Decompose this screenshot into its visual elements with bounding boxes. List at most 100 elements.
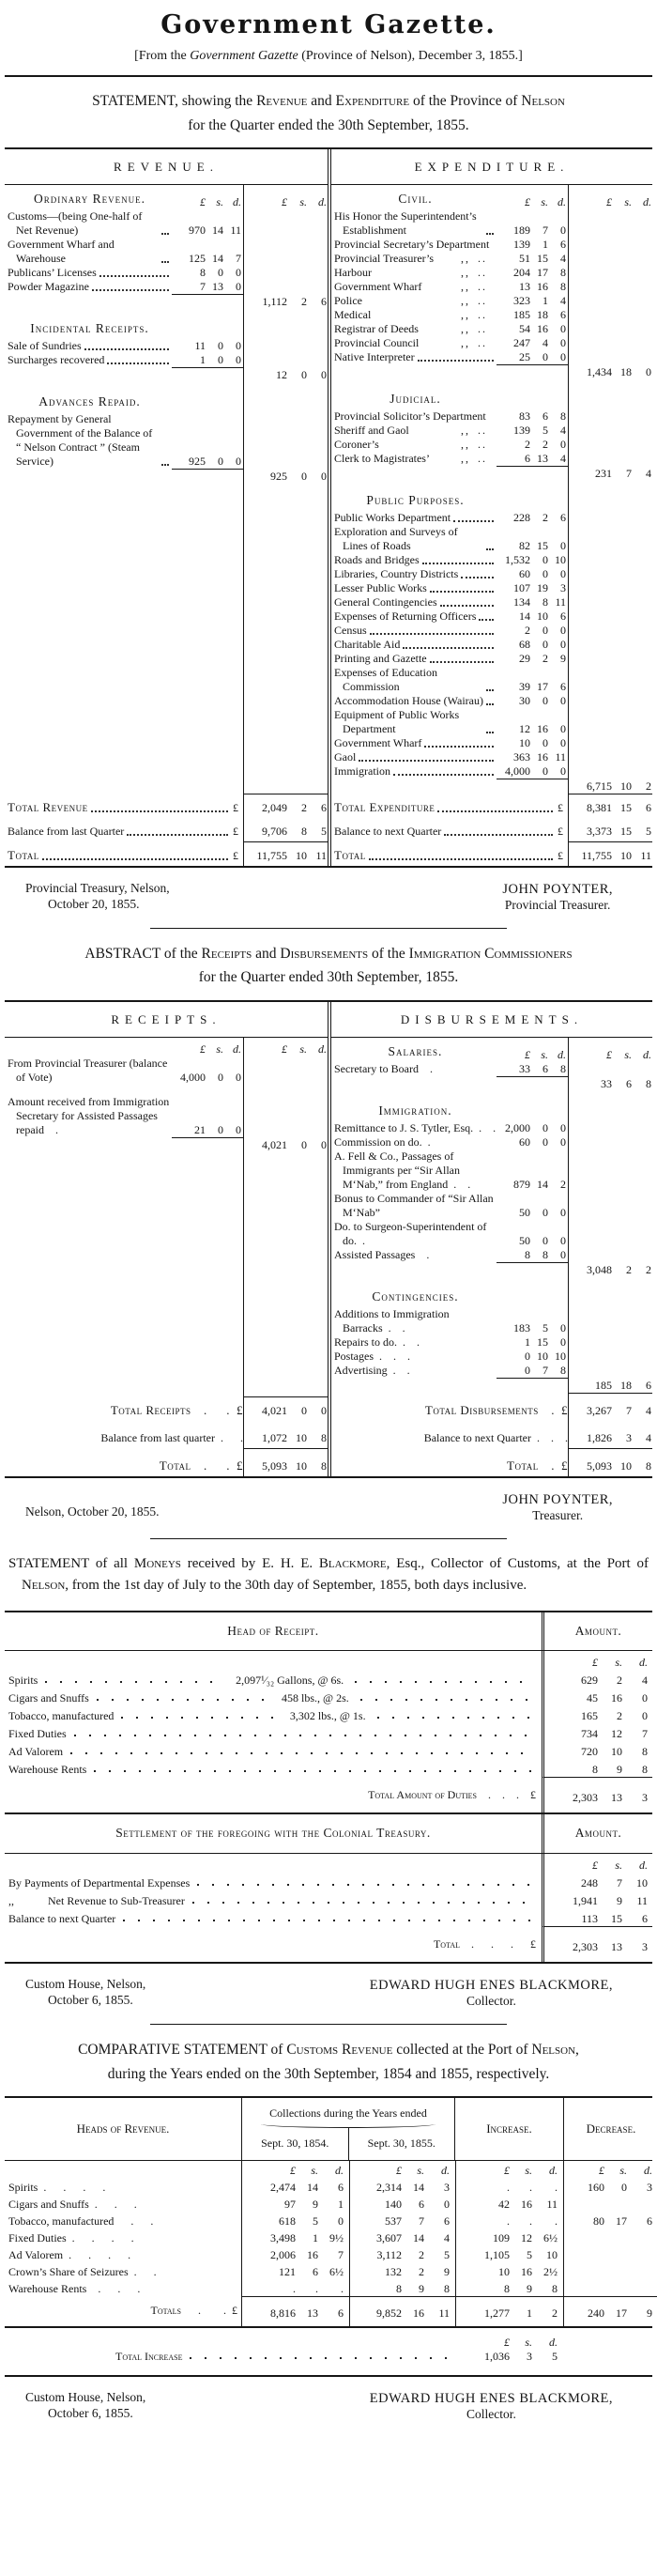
row-label: Surcharges recovered: [8, 352, 105, 366]
amount-outer: [243, 1151, 328, 1396]
pence: [629, 2268, 654, 2279]
shillings: 7: [617, 1876, 622, 1890]
row-label-cell: Equipment of Public Works Department: [331, 708, 497, 736]
row-label-cell: Sheriff and Gaol ,, ..: [331, 424, 497, 438]
row-label: Sale of Sundries: [8, 338, 82, 352]
ledger-row: Total . £ 5,093 10 8: [331, 1447, 652, 1476]
pence: 7: [236, 251, 241, 265]
pence: 8: [321, 1430, 327, 1444]
pounds: [244, 401, 289, 412]
shillings: s.: [541, 194, 548, 208]
shillings: 0: [218, 1070, 223, 1084]
pounds: [569, 655, 614, 666]
pounds: [569, 1138, 614, 1149]
row-label-cell: Contingencies.: [331, 1277, 497, 1307]
pence: 0: [560, 721, 566, 735]
ledger-row: 4,021 0 0: [5, 1136, 328, 1152]
money-units-row: £ s. d.: [5, 1854, 652, 1874]
shillings: 16: [521, 2197, 532, 2211]
row-label: Remittance to J. S. Tytler, Esq. . .: [334, 1120, 497, 1134]
shillings: [614, 655, 634, 666]
ledger-row: 3,048 2 2: [331, 1261, 652, 1277]
amount-decrease: 160 0 3: [563, 2177, 657, 2195]
amount-inner: 183 5 0: [497, 1307, 568, 1335]
row-label: Postages . . .: [334, 1349, 410, 1363]
signature-block: Nelson, October 20, 1855. JOHN POYNTER, …: [25, 1491, 639, 1524]
pence: 0: [560, 693, 566, 707]
pounds: 5,093: [587, 1459, 612, 1473]
dotted-leader: [403, 646, 494, 649]
amount-inner: £ s. d.: [497, 1038, 568, 1062]
amount-inner: [172, 293, 243, 309]
pounds: 1: [200, 352, 206, 366]
pounds: [244, 1126, 289, 1137]
shillings: [614, 1366, 634, 1378]
title-smallcaps: Revenue: [256, 93, 308, 110]
shillings: 2: [617, 1709, 622, 1723]
revenue-head-row: Warehouse Rents . . . ... 8 9 8 8 9 8: [5, 2278, 652, 2296]
row-label: Additions to Immigration Barracks . .: [334, 1306, 450, 1334]
amount-inner: 33 6 8: [497, 1062, 568, 1076]
row-label: Public Purposes.: [366, 492, 465, 507]
amount-1855: 2,314 14 3: [349, 2177, 455, 2195]
shillings: 5: [542, 423, 548, 437]
ledger-row: Commission on do. . 60 0 0: [331, 1134, 652, 1149]
revenue-head-row: Ad Valorem . . . . 2,006 16 7 3,112 2 5 1,10…: [5, 2244, 652, 2262]
ledger-row: Balance from last quarter . . 1,072 10 8: [5, 1420, 328, 1448]
pounds: 4,000: [180, 1070, 206, 1084]
ledger-row: Expenses of Education Commission 39 17 6: [331, 665, 652, 694]
ledger-row: Roads and Bridges 1,532 0 10: [331, 552, 652, 567]
pounds: [244, 283, 289, 294]
shillings: [207, 782, 225, 794]
row-label: Equipment of Public Works Department: [334, 707, 460, 735]
shillings: [614, 353, 634, 364]
amount-inner: 139 5 4: [497, 424, 568, 438]
amount-outer: [568, 665, 652, 694]
section-divider: [150, 928, 507, 930]
shillings: [289, 255, 309, 266]
amount-outer: [568, 1349, 652, 1364]
row-label: Repairs to do. . .: [334, 1334, 420, 1349]
pence: 0: [560, 1134, 566, 1149]
settlement-header: Settlement of the foregoing with the Col…: [5, 1812, 652, 1855]
pounds: 39: [519, 679, 530, 693]
pounds: 107: [513, 580, 530, 594]
dotted-leader: [127, 833, 228, 836]
row-label-cell: [331, 1378, 497, 1393]
amount-outer: £ s. d.: [243, 1037, 328, 1057]
pence: 2: [646, 1262, 651, 1276]
pence: [634, 570, 653, 581]
row-label-cell: [5, 367, 172, 382]
pounds: £: [200, 1041, 206, 1056]
pence: [225, 401, 243, 412]
pounds: 8: [525, 1247, 530, 1261]
amount-outer: [243, 279, 328, 294]
pounds: 1,532: [505, 552, 530, 566]
pounds: 4,021: [262, 1137, 287, 1151]
source-line: [From the Government Gazette (Province o…: [5, 48, 652, 65]
title-text: STATEMENT, showing the: [92, 93, 257, 110]
row-label-cell: Census: [331, 624, 497, 638]
shillings: 15: [611, 1912, 622, 1926]
ledger-row: Provincial Treasurer’s ,, .. 51 15 4: [331, 251, 652, 266]
pence: 5: [321, 824, 327, 838]
amount-inner: 25 0 0: [497, 350, 568, 364]
pounds: [172, 328, 207, 339]
amount-inner: 185 18 6: [497, 308, 568, 322]
ledger-row: [5, 483, 328, 794]
pounds: [497, 1266, 532, 1277]
pounds: 734: [581, 1727, 598, 1741]
amount-1854: 2,006 16 7: [241, 2244, 349, 2262]
shillings: 0: [621, 2180, 627, 2194]
row-label-cell: Remittance to J. S. Tytler, Esq. . .: [331, 1121, 497, 1135]
shillings: 18: [620, 364, 632, 378]
amount-outer: 9,706 8 5: [243, 817, 328, 841]
pounds: [569, 556, 614, 567]
shillings: 8: [542, 1247, 548, 1261]
ledger-row: Total £ 11,755 10 11: [331, 841, 652, 867]
pence: 0: [236, 352, 241, 366]
pence: 11: [315, 849, 327, 863]
pence: 0: [646, 364, 651, 378]
abstract-title: ABSTRACT of the Receipts and Disbursemen…: [10, 943, 647, 989]
